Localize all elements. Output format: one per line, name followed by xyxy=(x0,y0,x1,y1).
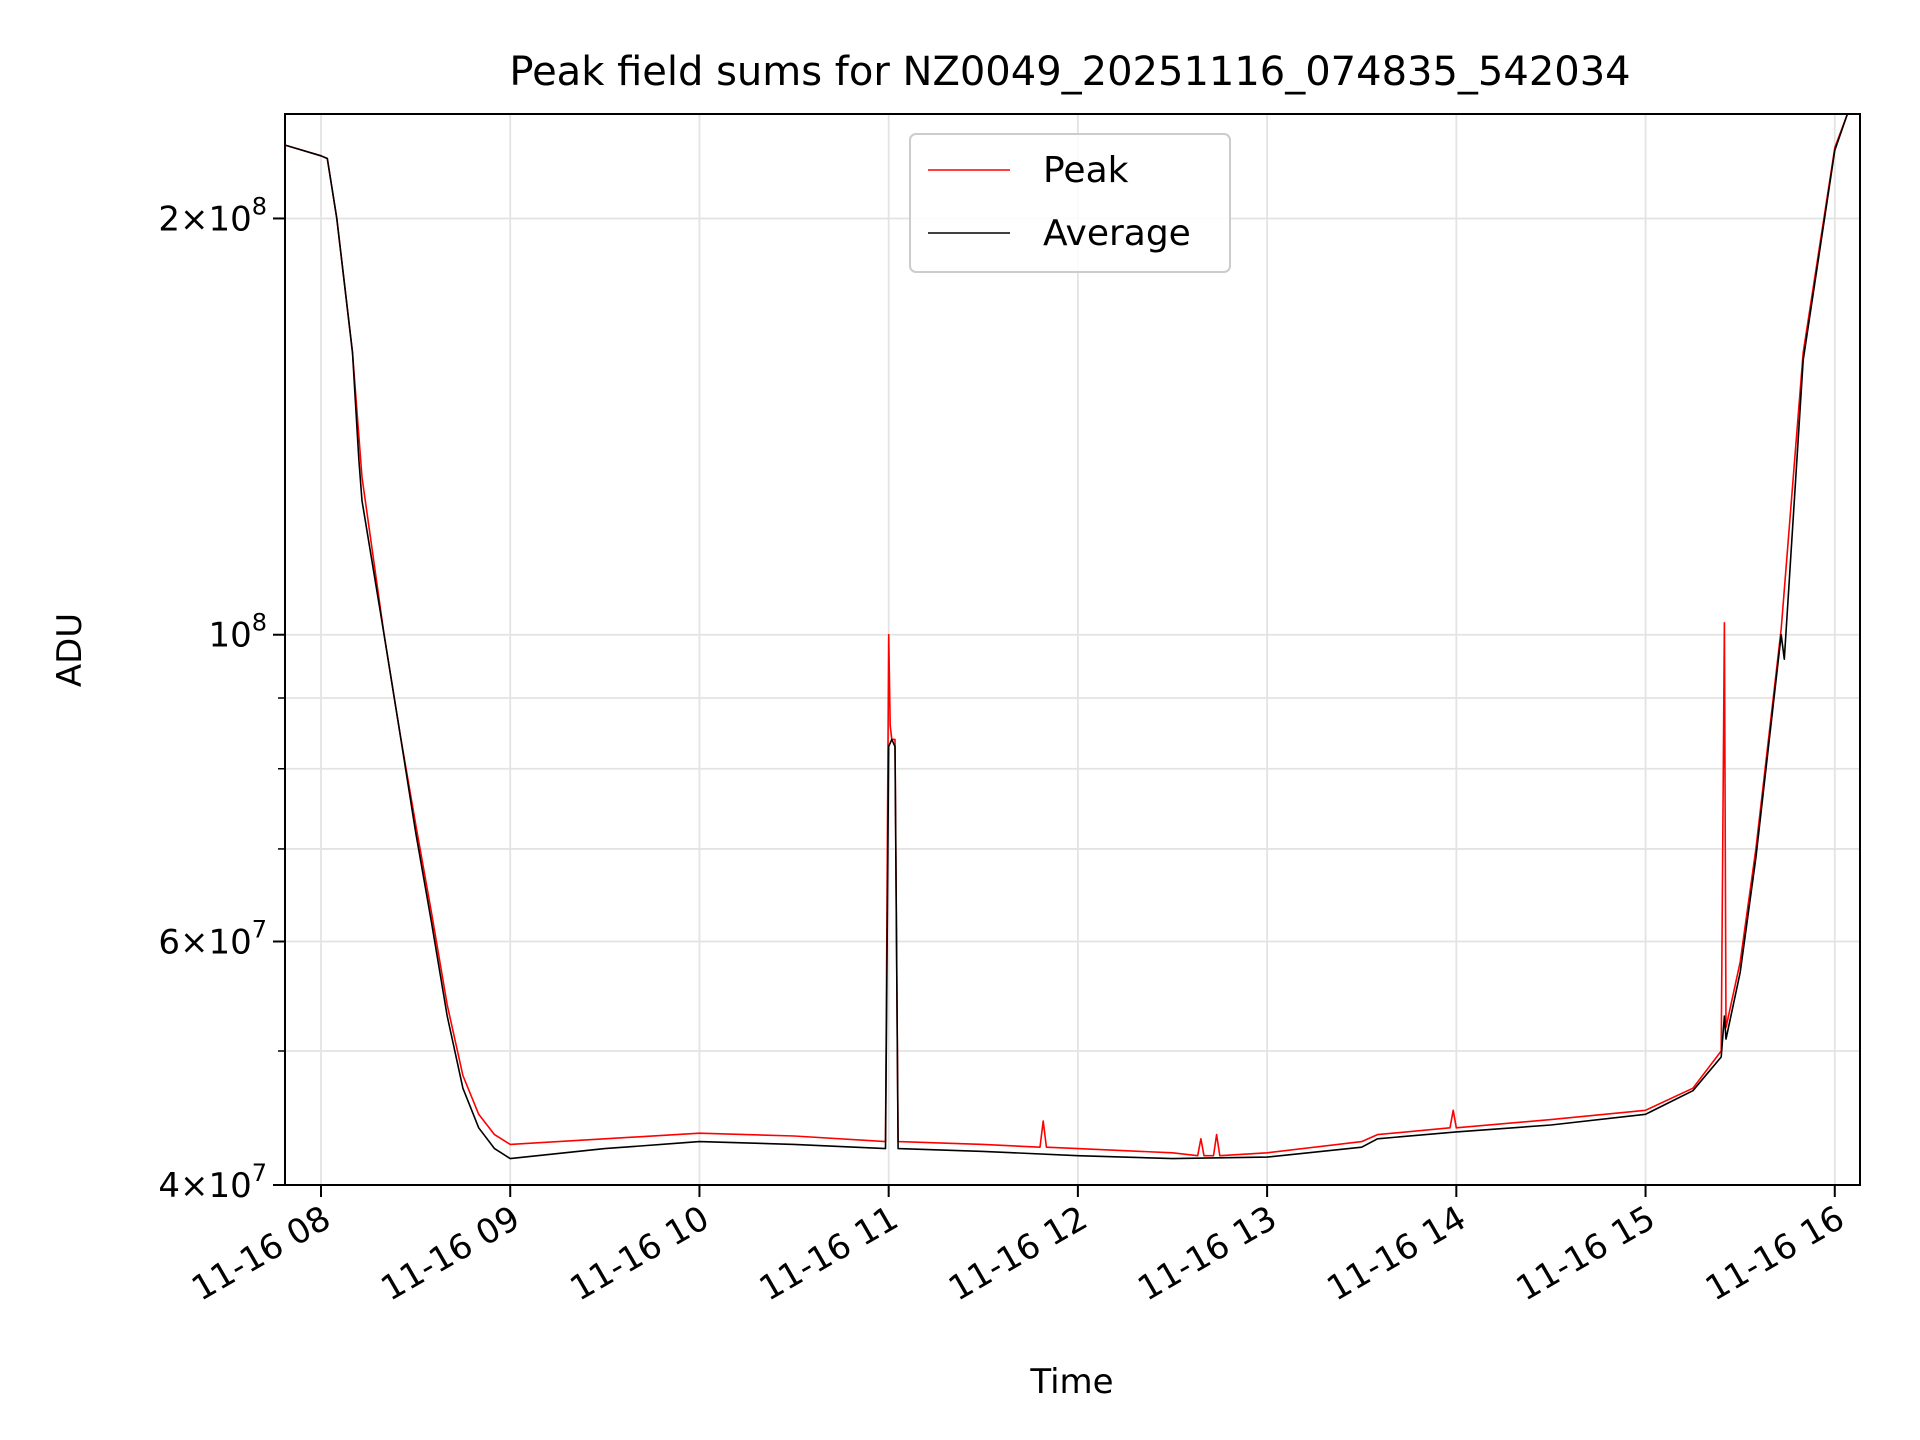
y-tick-exponent: 8 xyxy=(252,192,267,220)
y-tick-label: 108 xyxy=(208,609,267,656)
y-tick-mantissa: 2 xyxy=(158,199,180,239)
y-tick-label: 4×107 xyxy=(158,1159,267,1206)
legend-label-average: Average xyxy=(1043,213,1191,254)
x-axis-label: Time xyxy=(1029,1362,1113,1402)
legend: Peak Average xyxy=(909,133,1231,273)
series-line-average xyxy=(285,114,1860,1160)
y-tick-exponent: 7 xyxy=(252,916,267,944)
series-lines xyxy=(285,114,1860,1160)
y-tick-mantissa: 4 xyxy=(158,1166,180,1206)
y-tick-base: 10 xyxy=(208,616,251,656)
y-tick-exponent: 7 xyxy=(252,1159,267,1187)
legend-label-peak: Peak xyxy=(1043,150,1129,191)
legend-box xyxy=(909,133,1231,273)
y-tick-times: ×10 xyxy=(180,199,252,239)
y-tick-label: 2×108 xyxy=(158,192,267,239)
y-tick-label: 6×107 xyxy=(158,916,267,963)
series-line-peak xyxy=(285,114,1860,1157)
chart-title: Peak field sums for NZ0049_20251116_0748… xyxy=(509,49,1630,95)
y-axis-label: ADU xyxy=(50,613,90,687)
y-tick-exponent: 8 xyxy=(252,609,267,637)
y-tick-times: ×10 xyxy=(180,923,252,963)
plot-frame xyxy=(284,113,1861,1186)
y-tick-mantissa: 6 xyxy=(158,923,180,963)
y-tick-times: ×10 xyxy=(180,1166,252,1206)
